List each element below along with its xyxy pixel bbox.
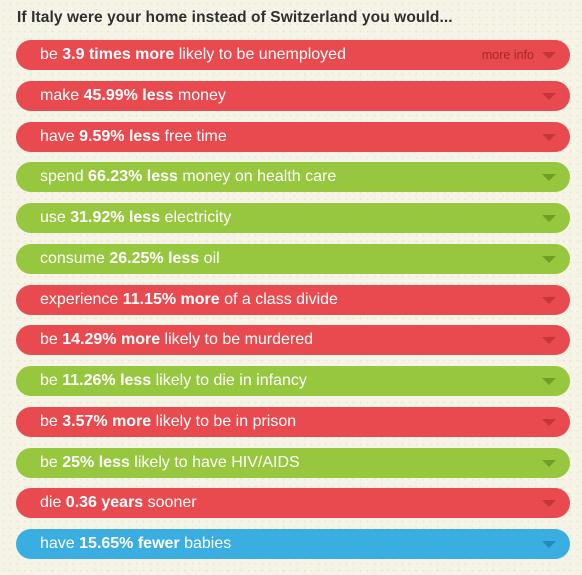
chevron-down-icon[interactable]: [542, 337, 556, 345]
comparison-row-health-care[interactable]: spend 66.23% less money on health care: [16, 162, 570, 193]
row-text-suffix: likely to be murdered: [160, 331, 314, 349]
row-text-prefix: have: [40, 535, 80, 552]
row-text-suffix: sooner: [143, 494, 197, 512]
comparison-row-money[interactable]: make 45.99% less money: [16, 80, 570, 111]
row-stat: 66.23% less: [88, 168, 178, 186]
row-stat: 9.59% less: [79, 127, 161, 145]
row-stat: 26.25% less: [109, 249, 200, 267]
row-text-prefix: have: [40, 127, 80, 145]
row-text-suffix: likely to be in prison: [151, 412, 297, 430]
row-text-prefix: be: [40, 46, 63, 63]
row-text-prefix: be: [40, 372, 63, 389]
row-text-suffix: free time: [160, 127, 227, 145]
row-text-prefix: spend: [40, 168, 89, 186]
chevron-down-icon[interactable]: [542, 541, 556, 548]
row-stat: 31.92% less: [70, 209, 161, 226]
chevron-down-icon[interactable]: [542, 296, 556, 304]
chevron-down-icon[interactable]: [542, 459, 556, 467]
row-text-suffix: likely to be unemployed: [174, 46, 346, 63]
row-stat: 3.9 times more: [62, 46, 175, 63]
page-title: If Italy were your home instead of Switz…: [17, 9, 453, 26]
row-stat: 14.29% more: [62, 331, 161, 349]
row-text-prefix: be: [40, 331, 63, 349]
chevron-down-icon[interactable]: [542, 133, 556, 141]
chevron-down-icon[interactable]: [542, 255, 556, 263]
row-stat: 3.57% more: [62, 412, 152, 430]
row-text-prefix: die: [40, 494, 66, 512]
row-text-prefix: use: [40, 209, 71, 226]
row-text-prefix: be: [40, 453, 63, 471]
comparison-row-prison[interactable]: be 3.57% more likely to be in prison: [16, 406, 570, 437]
row-text-suffix: likely to have HIV/AIDS: [129, 453, 300, 471]
chevron-down-icon[interactable]: [542, 174, 556, 182]
row-text-prefix: consume: [40, 249, 110, 267]
comparison-row-hiv-aids[interactable]: be 25% less likely to have HIV/AIDS: [16, 447, 570, 478]
comparison-row-life-expectancy[interactable]: die 0.36 years sooner: [16, 488, 570, 519]
comparison-row-birth-rate[interactable]: have 15.65% fewer babies: [16, 529, 570, 559]
row-text-suffix: electricity: [160, 209, 232, 226]
row-text-prefix: make: [40, 86, 84, 104]
chevron-down-icon[interactable]: [542, 215, 556, 222]
chevron-down-icon[interactable]: [542, 418, 556, 426]
row-text-prefix: be: [40, 412, 63, 430]
row-stat: 0.36 years: [65, 494, 144, 512]
comparison-row-infant-mortality[interactable]: be 11.26% less likely to die in infancy: [16, 366, 570, 396]
comparison-row-electricity[interactable]: use 31.92% less electricity: [16, 203, 570, 233]
comparison-row-unemployment[interactable]: be 3.9 times more likely to be unemploye…: [16, 40, 570, 70]
chevron-down-icon[interactable]: [542, 52, 556, 59]
row-text-suffix: likely to die in infancy: [151, 372, 307, 389]
chevron-down-icon[interactable]: [542, 92, 556, 100]
row-stat: 15.65% fewer: [79, 535, 180, 552]
row-text-suffix: of a class divide: [219, 290, 338, 308]
row-stat: 25% less: [62, 453, 130, 471]
row-text-suffix: money: [173, 86, 226, 104]
row-text-suffix: babies: [179, 535, 232, 552]
row-text-suffix: oil: [199, 249, 220, 267]
more-info-link[interactable]: more info: [481, 48, 534, 62]
row-text-prefix: experience: [40, 290, 123, 308]
comparison-list: be 3.9 times more likely to be unemploye…: [16, 40, 570, 570]
comparison-row-murder[interactable]: be 14.29% more likely to be murdered: [16, 325, 570, 356]
chevron-down-icon[interactable]: [542, 378, 556, 385]
chevron-down-icon[interactable]: [542, 500, 556, 508]
comparison-row-free-time[interactable]: have 9.59% less free time: [16, 121, 570, 152]
row-stat: 11.15% more: [122, 290, 220, 308]
comparison-row-class-divide[interactable]: experience 11.15% more of a class divide: [16, 284, 570, 315]
row-text-suffix: money on health care: [177, 168, 337, 186]
comparison-row-oil[interactable]: consume 26.25% less oil: [16, 243, 570, 274]
row-stat: 45.99% less: [83, 86, 174, 104]
row-stat: 11.26% less: [62, 372, 152, 389]
